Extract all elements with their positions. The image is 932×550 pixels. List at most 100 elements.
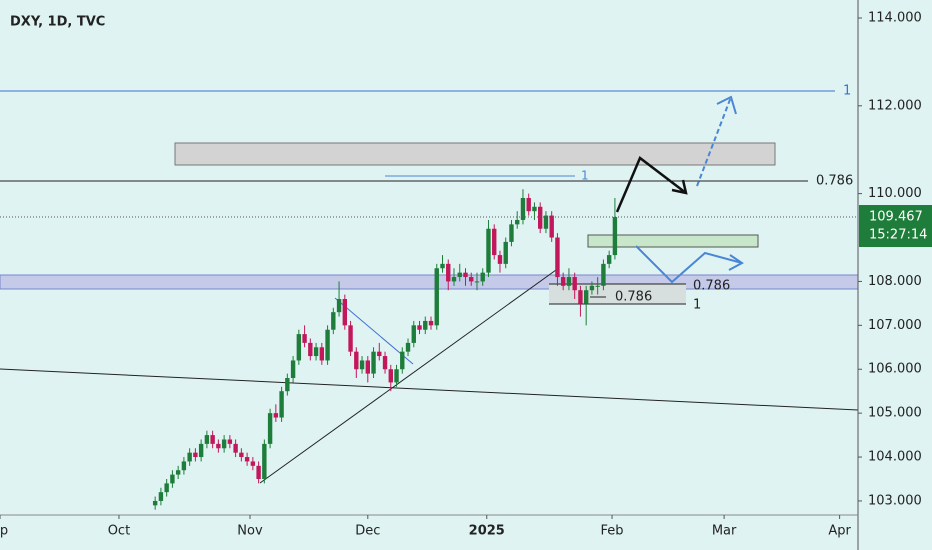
candle-body <box>221 439 227 449</box>
candle-body <box>474 281 480 283</box>
candle-body <box>210 435 215 444</box>
candle-body <box>480 272 485 282</box>
candle-body <box>244 457 250 462</box>
candle-body <box>560 277 566 286</box>
candle-body <box>411 325 416 343</box>
candle-body <box>359 360 365 370</box>
candle-body <box>193 452 198 458</box>
candle-body <box>572 277 577 291</box>
candle-body <box>492 228 497 256</box>
chart-title: DXY, 1D, TVC <box>10 15 105 30</box>
price-badge-value: 109.467 <box>869 210 923 225</box>
candle-body <box>175 470 181 475</box>
price-badge <box>859 205 932 248</box>
candle-body <box>457 272 462 278</box>
candle-body <box>469 277 474 282</box>
candle-body <box>279 391 284 418</box>
fib-box <box>549 284 686 304</box>
candle-body <box>365 360 370 374</box>
price-badge-countdown: 15:27:14 <box>869 228 927 243</box>
candle-body <box>612 217 618 256</box>
candle-body <box>233 443 238 453</box>
candle-body <box>405 342 411 352</box>
candle-body <box>181 461 187 471</box>
x-tick-label: Dec <box>355 524 380 539</box>
candle-body <box>325 329 330 361</box>
candle-body <box>532 206 537 212</box>
y-tick-label: 114.000 <box>868 11 922 26</box>
candle-body <box>313 347 319 357</box>
candle-body <box>290 360 296 379</box>
candle-body <box>486 228 491 273</box>
candle-body <box>342 298 348 326</box>
trend-line <box>334 297 414 365</box>
candle-body <box>377 351 382 357</box>
y-tick-label: 106.000 <box>868 362 922 377</box>
candle-body <box>428 320 434 326</box>
candle-body <box>509 224 514 242</box>
candle-body <box>256 465 261 479</box>
candle-body <box>331 312 336 330</box>
fib-label: 1 <box>581 169 589 183</box>
candle-body <box>152 500 158 506</box>
candle-body <box>526 198 531 212</box>
candle-body <box>543 215 549 229</box>
candle-body <box>451 277 457 282</box>
arrow <box>716 95 737 115</box>
candle-body <box>589 285 595 291</box>
candle-body <box>319 347 325 361</box>
candle-body <box>503 241 508 264</box>
resistance-zone <box>174 142 776 166</box>
candle-body <box>371 351 376 374</box>
candle-body <box>555 237 560 278</box>
candle-body <box>308 342 313 357</box>
fib-label: 1 <box>693 298 701 313</box>
candle-body <box>497 255 503 264</box>
x-tick-label: Nov <box>237 524 263 539</box>
x-tick-label: Mar <box>712 524 737 539</box>
candle-body <box>187 452 192 462</box>
candle-body <box>388 369 393 383</box>
x-tick-label: Apr <box>828 524 851 539</box>
candle-body <box>463 272 468 278</box>
y-tick-label: 110.000 <box>868 186 922 201</box>
candle-body <box>520 198 526 220</box>
candle-body <box>595 285 600 287</box>
candle-body <box>296 334 302 361</box>
x-tick-label: Feb <box>601 524 624 539</box>
candle-body <box>394 369 399 383</box>
candle-body <box>446 263 451 282</box>
trend-line <box>259 269 557 484</box>
candle-body <box>417 325 422 330</box>
arrow <box>615 156 688 213</box>
y-tick-label: 103.000 <box>868 493 922 508</box>
candle-body <box>262 443 267 479</box>
candle-body <box>164 483 169 493</box>
candle-body <box>434 268 439 326</box>
candle-body <box>348 325 353 352</box>
candle-body <box>538 206 543 229</box>
candle-body <box>302 334 307 343</box>
y-tick-label: 105.000 <box>868 406 922 421</box>
candle-body <box>515 219 520 225</box>
candle-body <box>400 351 405 370</box>
y-tick-label: 104.000 <box>868 450 922 465</box>
y-tick-label: 112.000 <box>868 98 922 113</box>
candle-body <box>273 413 279 418</box>
green-zone <box>587 234 759 248</box>
candle-body <box>285 378 290 392</box>
fib-label: 0.786 <box>615 290 652 305</box>
x-tick-label: ep <box>0 524 8 539</box>
candle-body <box>566 277 572 286</box>
candle-body <box>198 443 204 458</box>
candle-body <box>549 215 554 238</box>
candle-body <box>606 255 612 264</box>
candle-body <box>354 351 359 370</box>
candle-body <box>336 298 342 313</box>
candle-body <box>267 413 273 444</box>
candle-body <box>423 320 428 330</box>
fib-label: 0.786 <box>693 279 730 294</box>
candle-body <box>239 452 244 458</box>
candle-body <box>578 290 583 304</box>
